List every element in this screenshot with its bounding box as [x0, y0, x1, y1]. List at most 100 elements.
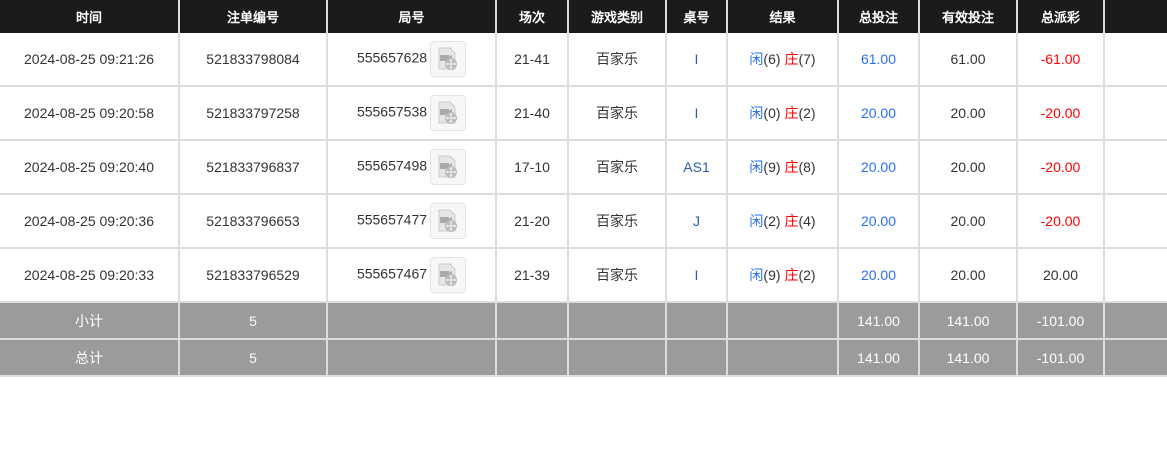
- cell-total-bet[interactable]: 20.00: [837, 248, 920, 303]
- cell-game-type: 百家乐: [567, 86, 667, 141]
- video-replay-icon[interactable]: [430, 203, 467, 239]
- cell-payout: -61.00: [1016, 33, 1105, 87]
- cell-bet-id: 521833796653: [178, 194, 328, 249]
- round-number: 555657498: [356, 157, 428, 174]
- empty-cell: [1103, 302, 1167, 340]
- header-game-type: 游戏类别: [567, 0, 666, 33]
- player-label: 闲: [749, 267, 764, 283]
- empty-cell: [326, 302, 497, 340]
- summary-payout: -101.00: [1016, 302, 1105, 340]
- player-score: (9): [763, 267, 781, 283]
- cell-table-no: I: [665, 86, 728, 141]
- cell-payout: -20.00: [1016, 86, 1105, 141]
- summary-total-bet: 141.00: [837, 302, 920, 340]
- bet-records-table: 时间 注单编号 局号 场次 游戏类别 桌号 结果 总投注 有效投注 总派彩 2024-08-25 …: [0, 0, 1167, 377]
- banker-label: 庄: [784, 213, 799, 229]
- cell-result: 闲(2) 庄(4): [726, 194, 839, 249]
- cell-round: 555657628: [326, 33, 497, 87]
- video-replay-icon[interactable]: [430, 257, 467, 293]
- cell-valid-bet: 20.00: [918, 86, 1018, 141]
- cell-total-bet[interactable]: 20.00: [837, 86, 920, 141]
- cell-total-bet[interactable]: 20.00: [837, 194, 920, 249]
- cell-payout: 20.00: [1016, 248, 1105, 303]
- header-bet-id: 注单编号: [178, 0, 327, 33]
- empty-cell: [495, 339, 569, 377]
- summary-payout: -101.00: [1016, 339, 1105, 377]
- empty-cell: [665, 302, 728, 340]
- empty-cell: [567, 339, 667, 377]
- player-label: 闲: [749, 105, 764, 121]
- video-replay-icon[interactable]: [430, 41, 467, 77]
- cell-shoe: 21-40: [495, 86, 569, 141]
- player-score: (0): [763, 105, 781, 121]
- header-result: 结果: [726, 0, 838, 33]
- cell-round: 555657498: [326, 140, 497, 195]
- cell-time: 2024-08-25 09:21:26: [0, 33, 180, 87]
- cell-result: 闲(9) 庄(8): [726, 140, 839, 195]
- round-number: 555657538: [356, 103, 428, 120]
- cell-shoe: 17-10: [495, 140, 569, 195]
- cell-time: 2024-08-25 09:20:40: [0, 140, 180, 195]
- empty-cell: [567, 302, 667, 340]
- header-total-payout: 总派彩: [1016, 0, 1104, 33]
- banker-score: (4): [798, 213, 816, 229]
- banker-score: (2): [798, 105, 816, 121]
- summary-count: 5: [178, 339, 328, 377]
- banker-label: 庄: [784, 105, 799, 121]
- banker-label: 庄: [784, 267, 799, 283]
- cell-round: 555657467: [326, 248, 497, 303]
- cell-bet-id: 521833797258: [178, 86, 328, 141]
- cell-round: 555657477: [326, 194, 497, 249]
- cell-shoe: 21-41: [495, 33, 569, 87]
- banker-label: 庄: [784, 51, 799, 67]
- cell-bet-id: 521833796529: [178, 248, 328, 303]
- cell-valid-bet: 20.00: [918, 140, 1018, 195]
- header-table-no: 桌号: [665, 0, 727, 33]
- cell-total-bet[interactable]: 20.00: [837, 140, 920, 195]
- cell-result: 闲(9) 庄(2): [726, 248, 839, 303]
- summary-row: 小计 5 141.00 141.00 -101.00: [0, 302, 1167, 340]
- header-shoe: 场次: [495, 0, 568, 33]
- cell-game-type: 百家乐: [567, 140, 667, 195]
- cell-shoe: 21-20: [495, 194, 569, 249]
- empty-cell: [326, 339, 497, 377]
- cell-extra: [1103, 86, 1167, 141]
- video-replay-icon[interactable]: [430, 95, 467, 131]
- cell-game-type: 百家乐: [567, 194, 667, 249]
- summary-row: 总计 5 141.00 141.00 -101.00: [0, 339, 1167, 377]
- player-label: 闲: [749, 213, 764, 229]
- empty-cell: [495, 302, 569, 340]
- table-row: 2024-08-25 09:20:33 521833796529 5556574…: [0, 248, 1167, 303]
- video-replay-icon[interactable]: [430, 149, 467, 185]
- table-row: 2024-08-25 09:20:58 521833797258 5556575…: [0, 86, 1167, 141]
- empty-cell: [726, 302, 839, 340]
- summary-total-bet: 141.00: [837, 339, 920, 377]
- round-number: 555657477: [356, 211, 428, 228]
- cell-extra: [1103, 194, 1167, 249]
- banker-score: (8): [798, 159, 816, 175]
- cell-extra: [1103, 140, 1167, 195]
- cell-valid-bet: 20.00: [918, 248, 1018, 303]
- player-score: (9): [763, 159, 781, 175]
- cell-extra: [1103, 33, 1167, 87]
- cell-extra: [1103, 248, 1167, 303]
- table-row: 2024-08-25 09:21:26 521833798084 5556576…: [0, 33, 1167, 87]
- cell-time: 2024-08-25 09:20:33: [0, 248, 180, 303]
- header-round: 局号: [326, 0, 496, 33]
- cell-game-type: 百家乐: [567, 248, 667, 303]
- cell-valid-bet: 20.00: [918, 194, 1018, 249]
- summary-valid-bet: 141.00: [918, 302, 1018, 340]
- table-header: 时间 注单编号 局号 场次 游戏类别 桌号 结果 总投注 有效投注 总派彩: [0, 0, 1167, 33]
- cell-total-bet[interactable]: 61.00: [837, 33, 920, 87]
- player-label: 闲: [749, 51, 764, 67]
- header-valid-bet: 有效投注: [918, 0, 1017, 33]
- cell-game-type: 百家乐: [567, 33, 667, 87]
- banker-score: (7): [798, 51, 816, 67]
- cell-round: 555657538: [326, 86, 497, 141]
- cell-bet-id: 521833796837: [178, 140, 328, 195]
- summary-label: 小计: [0, 302, 180, 340]
- header-extra: [1103, 0, 1167, 33]
- cell-bet-id: 521833798084: [178, 33, 328, 87]
- player-score: (2): [763, 213, 781, 229]
- banker-score: (2): [798, 267, 816, 283]
